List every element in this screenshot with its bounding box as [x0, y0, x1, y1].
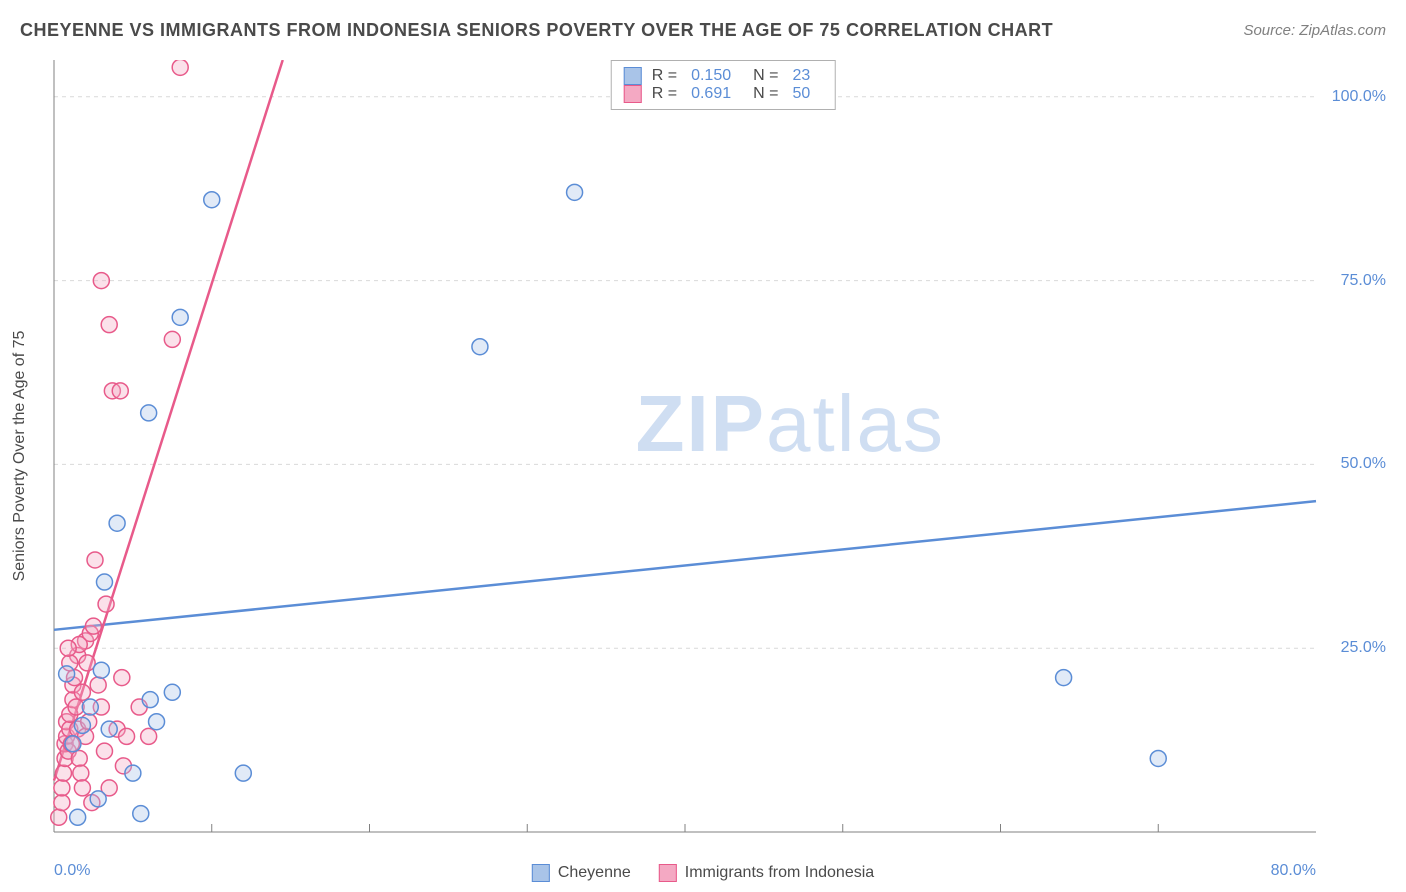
- x-tick-label: 80.0%: [1271, 862, 1316, 880]
- y-tick-label: 100.0%: [1332, 88, 1386, 106]
- legend-r-label: R =: [652, 85, 677, 103]
- legend-n-label: N =: [753, 85, 778, 103]
- legend-r-label: R =: [652, 67, 677, 85]
- legend-label-indonesia: Immigrants from Indonesia: [685, 864, 874, 882]
- legend-n-value-cheyenne: 23: [792, 67, 810, 85]
- y-tick-label: 25.0%: [1341, 639, 1386, 657]
- legend-swatch-indonesia-bottom: [659, 864, 677, 882]
- y-tick-label: 50.0%: [1341, 455, 1386, 473]
- series-legend: Cheyenne Immigrants from Indonesia: [532, 864, 874, 882]
- legend-r-value-cheyenne: 0.150: [691, 67, 731, 85]
- y-tick-label: 75.0%: [1341, 272, 1386, 290]
- legend-row-indonesia: R = 0.691 N = 50: [624, 85, 823, 103]
- legend-row-cheyenne: R = 0.150 N = 23: [624, 67, 823, 85]
- x-tick-label: 0.0%: [54, 862, 90, 880]
- legend-item-indonesia: Immigrants from Indonesia: [659, 864, 874, 882]
- y-axis-label: Seniors Poverty Over the Age of 75: [11, 331, 29, 582]
- legend-r-value-indonesia: 0.691: [691, 85, 731, 103]
- legend-label-cheyenne: Cheyenne: [558, 864, 631, 882]
- legend-swatch-cheyenne-bottom: [532, 864, 550, 882]
- legend-item-cheyenne: Cheyenne: [532, 864, 631, 882]
- legend-swatch-indonesia: [624, 85, 642, 103]
- legend-n-label: N =: [753, 67, 778, 85]
- chart-area: Seniors Poverty Over the Age of 75 R = 0…: [50, 60, 1396, 852]
- chart-title: CHEYENNE VS IMMIGRANTS FROM INDONESIA SE…: [20, 20, 1053, 41]
- legend-swatch-cheyenne: [624, 67, 642, 85]
- legend-n-value-indonesia: 50: [792, 85, 810, 103]
- source-attribution: Source: ZipAtlas.com: [1243, 22, 1386, 39]
- scatter-plot: [50, 60, 1396, 852]
- correlation-legend: R = 0.150 N = 23 R = 0.691 N = 50: [611, 60, 836, 110]
